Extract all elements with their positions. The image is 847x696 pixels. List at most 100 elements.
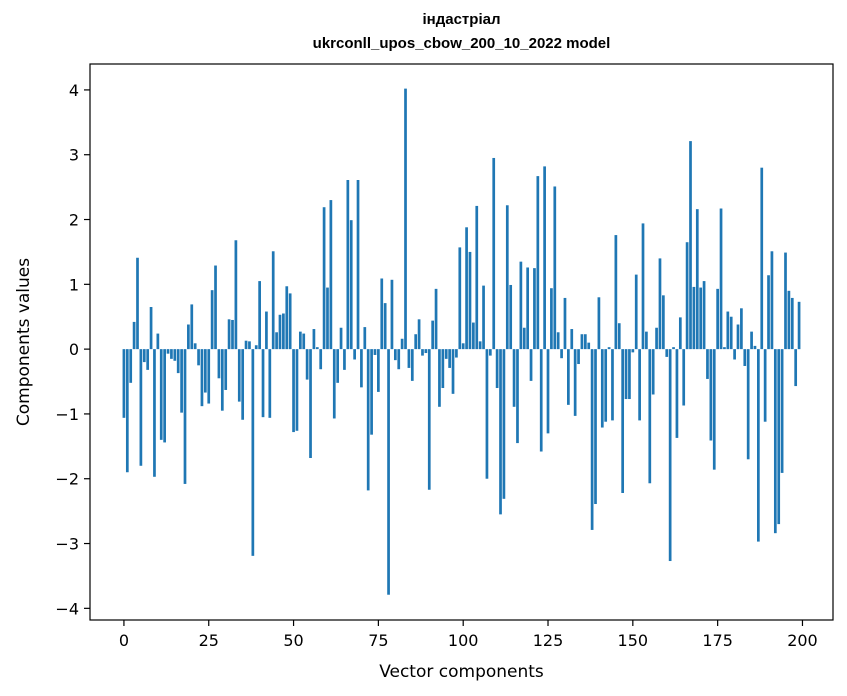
bar-122 xyxy=(536,176,540,350)
bar-57 xyxy=(315,347,319,350)
bar-192 xyxy=(773,349,777,534)
chart-title-line-1: індастріал xyxy=(422,11,501,28)
x-tick-label: 150 xyxy=(618,631,649,650)
bar-160 xyxy=(665,349,669,357)
bar-89 xyxy=(424,349,428,354)
bar-18 xyxy=(183,349,187,484)
y-tick-label: −3 xyxy=(55,535,79,554)
x-tick-label: 175 xyxy=(702,631,733,650)
bar-183 xyxy=(743,349,747,366)
bar-0 xyxy=(122,349,126,418)
bar-81 xyxy=(397,349,401,370)
bar-102 xyxy=(468,251,472,350)
bar-33 xyxy=(234,240,238,350)
bar-152 xyxy=(638,349,641,421)
bar-108 xyxy=(488,349,492,356)
y-tick-label: 1 xyxy=(69,275,79,294)
bar-90 xyxy=(427,349,431,490)
bar-51 xyxy=(295,349,299,431)
y-tick-label: 2 xyxy=(69,211,79,230)
bar-83 xyxy=(404,88,407,350)
x-tick-label: 75 xyxy=(368,631,388,650)
bar-30 xyxy=(224,349,228,390)
bar-40 xyxy=(258,281,261,350)
y-tick-label: −2 xyxy=(55,470,79,489)
bar-74 xyxy=(373,349,377,355)
bar-99 xyxy=(458,247,462,350)
bar-107 xyxy=(485,349,489,479)
bar-11 xyxy=(159,349,163,440)
y-tick-label: −1 xyxy=(55,405,79,424)
bar-125 xyxy=(546,349,550,434)
bar-50 xyxy=(292,349,295,433)
bar-141 xyxy=(600,349,604,428)
bar-68 xyxy=(353,349,356,360)
bar-4 xyxy=(136,257,139,350)
bar-44 xyxy=(271,251,275,350)
bar-72 xyxy=(366,349,370,491)
bar-131 xyxy=(567,349,570,405)
bar-82 xyxy=(400,338,404,350)
bar-48 xyxy=(285,286,289,350)
bar-104 xyxy=(475,205,479,350)
bar-146 xyxy=(617,323,621,350)
bar-189 xyxy=(763,349,767,422)
bar-7 xyxy=(146,349,150,370)
bar-109 xyxy=(492,157,496,350)
bar-92 xyxy=(434,288,438,350)
bar-85 xyxy=(410,349,414,381)
bar-174 xyxy=(712,349,716,470)
y-tick-label: 4 xyxy=(69,81,79,100)
bar-93 xyxy=(438,349,441,407)
bar-32 xyxy=(231,319,234,350)
bar-67 xyxy=(349,220,353,350)
bar-130 xyxy=(563,297,567,350)
bar-25 xyxy=(207,349,211,404)
bar-69 xyxy=(356,180,360,350)
bar-62 xyxy=(332,349,336,419)
bar-182 xyxy=(740,308,743,350)
bar-175 xyxy=(716,288,719,350)
bar-9 xyxy=(153,349,156,477)
bar-194 xyxy=(780,349,784,473)
bar-55 xyxy=(309,349,312,458)
bar-159 xyxy=(662,295,665,350)
bar-156 xyxy=(651,349,655,395)
bar-94 xyxy=(441,349,445,389)
bar-116 xyxy=(516,349,519,444)
bar-153 xyxy=(641,223,645,350)
y-axis: −4 −3 −2 −1 0 1 2 3 4 xyxy=(55,81,90,618)
bar-110 xyxy=(495,349,499,389)
bar-127 xyxy=(553,186,557,350)
bar-56 xyxy=(312,329,316,350)
bar-165 xyxy=(682,349,686,406)
bar-143 xyxy=(607,347,611,350)
bar-147 xyxy=(621,349,625,493)
bar-170 xyxy=(699,287,703,350)
bar-8 xyxy=(149,307,153,350)
bar-100 xyxy=(461,343,465,350)
bar-190 xyxy=(767,275,770,350)
bar-61 xyxy=(329,200,333,350)
x-axis: 0 25 50 75 100 125 150 175 200 xyxy=(119,620,818,650)
bar-132 xyxy=(570,329,574,350)
bar-136 xyxy=(583,334,587,350)
bar-180 xyxy=(733,349,736,360)
bar-46 xyxy=(278,314,282,350)
bar-166 xyxy=(685,242,689,350)
bar-13 xyxy=(166,349,170,354)
bar-197 xyxy=(790,297,794,350)
y-axis-label: Components values xyxy=(14,258,34,426)
bar-1 xyxy=(125,349,129,473)
bar-105 xyxy=(478,341,482,350)
bar-115 xyxy=(512,349,516,407)
bar-76 xyxy=(380,278,384,350)
bar-64 xyxy=(339,327,343,350)
bar-168 xyxy=(692,286,696,350)
bar-157 xyxy=(655,327,658,350)
bar-24 xyxy=(203,349,207,393)
bar-162 xyxy=(672,347,675,350)
bar-118 xyxy=(522,327,526,350)
bar-78 xyxy=(387,349,390,595)
bar-47 xyxy=(282,313,285,350)
